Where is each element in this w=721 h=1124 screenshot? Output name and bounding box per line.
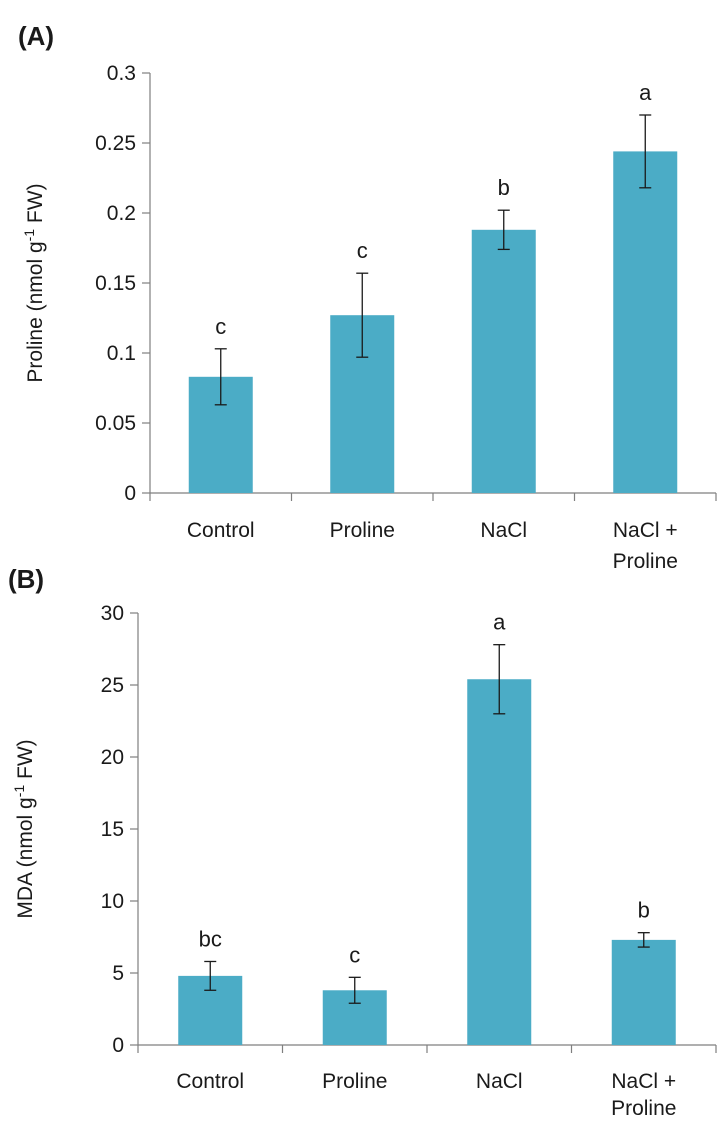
significance-label: a <box>493 610 506 635</box>
significance-label: c <box>215 314 226 339</box>
x-category-label: NaCl + Proline <box>611 1070 676 1120</box>
x-category-label: Proline <box>330 519 395 542</box>
x-category-label: Control <box>187 519 255 542</box>
x-category-label: Control <box>176 1070 244 1093</box>
panel-label-b: (B) <box>8 564 44 594</box>
significance-label: b <box>498 175 510 200</box>
y-tick-label: 25 <box>101 674 124 697</box>
y-tick-label: 30 <box>101 602 124 625</box>
panel-a-chart: (A) Proline (nmol g-1 FW) 0 0.05 0.1 0.15 0.2 0… <box>18 21 717 573</box>
error-bar <box>214 348 227 406</box>
y-tick-label: 0.2 <box>107 202 136 225</box>
x-category-label: NaCl <box>476 1070 523 1093</box>
error-bar <box>348 976 361 1004</box>
error-bar <box>497 209 510 251</box>
y-tick-label: 0.3 <box>107 62 136 85</box>
y-tick-label: 5 <box>112 962 124 985</box>
significance-label: bc <box>199 926 222 951</box>
significance-label: a <box>639 80 652 105</box>
y-tick-label: 0.1 <box>107 342 136 365</box>
error-bar <box>637 932 650 948</box>
significance-label: c <box>349 942 360 967</box>
y-tick-label: 0.15 <box>95 272 136 295</box>
y-tick-label: 15 <box>101 818 124 841</box>
y-tick-label: 10 <box>101 890 124 913</box>
error-bar <box>356 272 369 358</box>
bar <box>467 679 532 1045</box>
bar <box>471 229 536 494</box>
error-bar <box>204 960 217 991</box>
y-axis-label-a: Proline (nmol g-1 FW) <box>21 183 47 382</box>
significance-label: c <box>357 238 368 263</box>
bar <box>613 151 678 493</box>
error-bar <box>493 644 506 715</box>
y-tick-label: 0 <box>112 1034 124 1057</box>
panel-label-a: (A) <box>18 21 54 51</box>
y-axis-label-b: MDA (nmol g-1 FW) <box>11 739 37 918</box>
y-tick-label: 0.25 <box>95 132 136 155</box>
y-tick-label: 0.05 <box>95 412 136 435</box>
error-bar <box>639 114 652 189</box>
significance-label: b <box>638 898 650 923</box>
panel-b-chart: (B)MDA (nmol g-1 FW)051015202530bcContro… <box>8 564 717 1120</box>
x-category-label: Proline <box>322 1070 387 1093</box>
y-tick-label: 0 <box>124 482 136 505</box>
x-category-label: NaCl + Proline <box>613 519 678 573</box>
bar <box>611 939 676 1045</box>
x-category-label: NaCl <box>480 519 527 542</box>
y-tick-label: 20 <box>101 746 124 769</box>
